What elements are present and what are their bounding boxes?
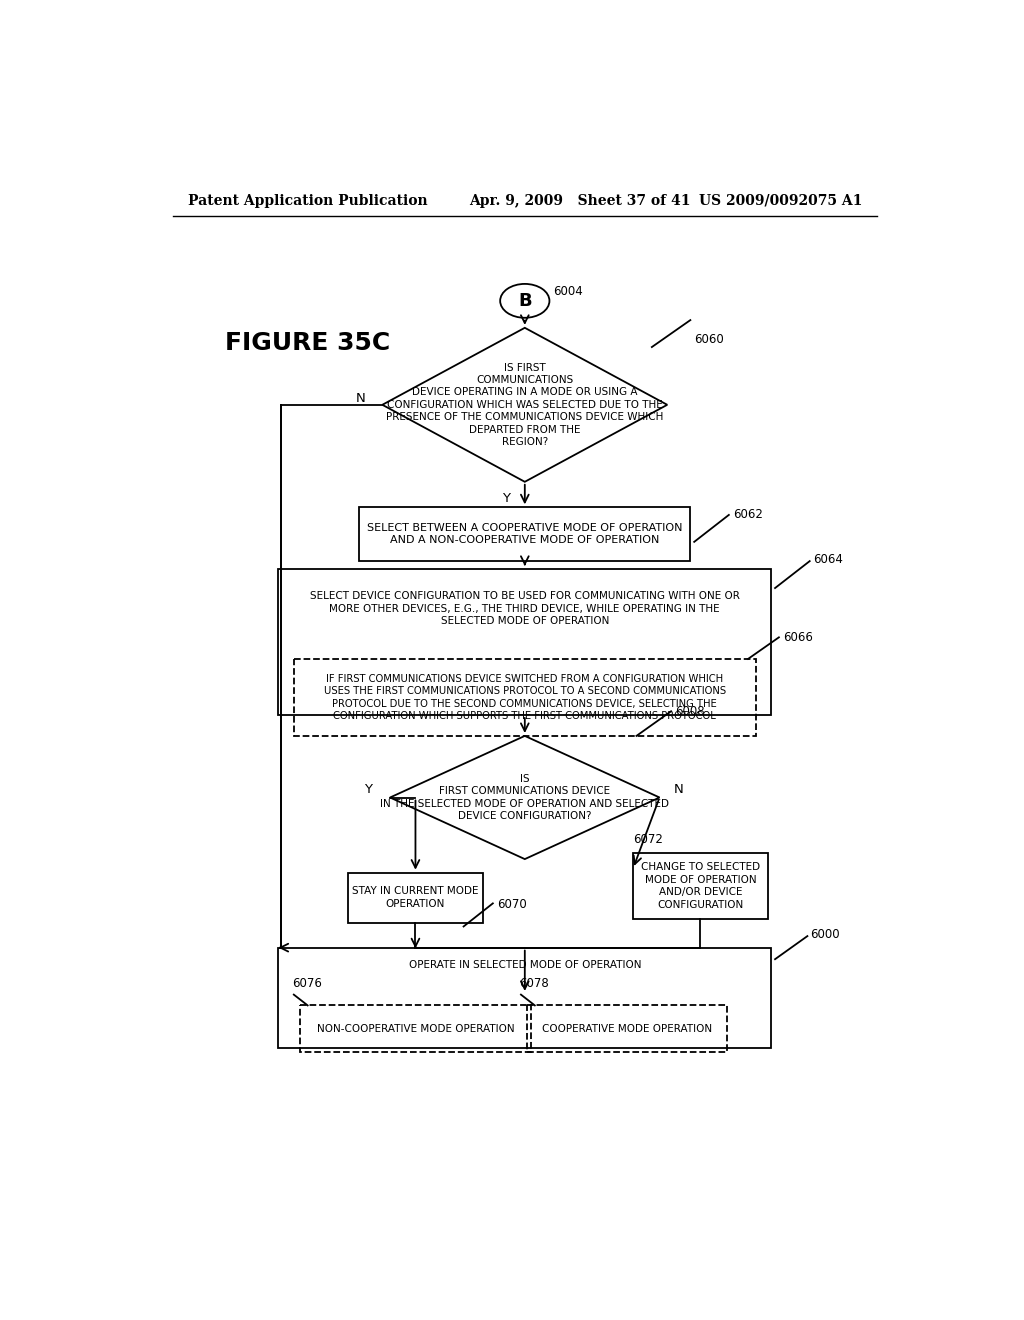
Text: 6078: 6078	[519, 977, 549, 990]
Text: FIGURE 35C: FIGURE 35C	[225, 331, 390, 355]
Text: SELECT BETWEEN A COOPERATIVE MODE OF OPERATION
AND A NON-COOPERATIVE MODE OF OPE: SELECT BETWEEN A COOPERATIVE MODE OF OPE…	[367, 523, 683, 545]
Text: 6008: 6008	[675, 705, 705, 718]
Text: 6060: 6060	[694, 333, 724, 346]
Text: N: N	[356, 392, 366, 405]
Text: 6072: 6072	[633, 833, 663, 846]
Text: COOPERATIVE MODE OPERATION: COOPERATIVE MODE OPERATION	[542, 1023, 713, 1034]
Text: 6070: 6070	[497, 898, 526, 911]
Text: Apr. 9, 2009   Sheet 37 of 41: Apr. 9, 2009 Sheet 37 of 41	[469, 194, 691, 207]
Text: 6004: 6004	[553, 285, 583, 298]
Text: IS
FIRST COMMUNICATIONS DEVICE
IN THE SELECTED MODE OF OPERATION AND SELECTED
DE: IS FIRST COMMUNICATIONS DEVICE IN THE SE…	[380, 774, 670, 821]
Text: 6000: 6000	[810, 928, 840, 941]
Text: Y: Y	[365, 783, 373, 796]
Text: IF FIRST COMMUNICATIONS DEVICE SWITCHED FROM A CONFIGURATION WHICH
USES THE FIRS: IF FIRST COMMUNICATIONS DEVICE SWITCHED …	[324, 673, 726, 721]
Text: 6062: 6062	[733, 508, 763, 521]
Text: B: B	[518, 292, 531, 310]
Text: 6064: 6064	[813, 553, 844, 566]
Text: CHANGE TO SELECTED
MODE OF OPERATION
AND/OR DEVICE
CONFIGURATION: CHANGE TO SELECTED MODE OF OPERATION AND…	[641, 862, 760, 909]
Text: US 2009/0092075 A1: US 2009/0092075 A1	[698, 194, 862, 207]
Text: Patent Application Publication: Patent Application Publication	[188, 194, 428, 207]
Text: OPERATE IN SELECTED MODE OF OPERATION: OPERATE IN SELECTED MODE OF OPERATION	[409, 960, 641, 970]
Text: 6066: 6066	[782, 631, 813, 644]
Text: N: N	[674, 783, 684, 796]
Text: SELECT DEVICE CONFIGURATION TO BE USED FOR COMMUNICATING WITH ONE OR
MORE OTHER : SELECT DEVICE CONFIGURATION TO BE USED F…	[310, 591, 739, 626]
Text: 6076: 6076	[292, 977, 323, 990]
Text: IS FIRST
COMMUNICATIONS
DEVICE OPERATING IN A MODE OR USING A
CONFIGURATION WHIC: IS FIRST COMMUNICATIONS DEVICE OPERATING…	[386, 363, 664, 447]
Text: NON-COOPERATIVE MODE OPERATION: NON-COOPERATIVE MODE OPERATION	[316, 1023, 514, 1034]
Text: Y: Y	[502, 492, 510, 506]
Text: STAY IN CURRENT MODE
OPERATION: STAY IN CURRENT MODE OPERATION	[352, 887, 478, 908]
